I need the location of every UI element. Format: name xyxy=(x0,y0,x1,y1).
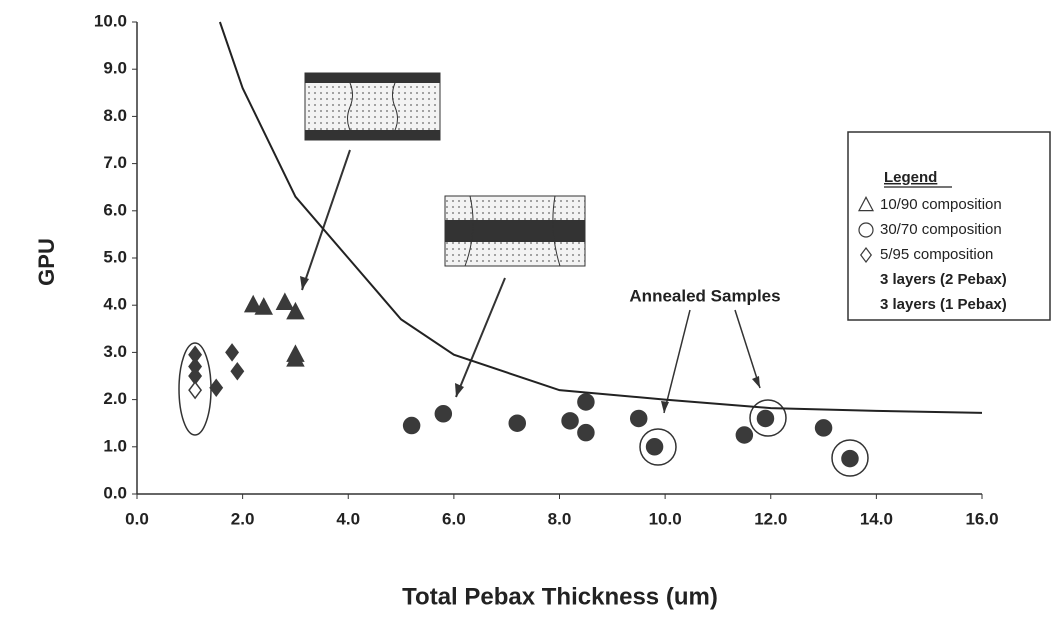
inset-diagram xyxy=(444,195,586,267)
legend-label: 10/90 composition xyxy=(880,196,1002,213)
x-tick-label: 6.0 xyxy=(442,509,466,528)
point xyxy=(841,449,859,468)
legend-symbol xyxy=(858,222,874,238)
point xyxy=(645,438,664,456)
arrow-head xyxy=(455,383,464,397)
y-tick-label: 3.0 xyxy=(103,342,127,361)
y-tick-label: 8.0 xyxy=(103,106,127,125)
fit-curve xyxy=(218,21,983,414)
y-tick-label: 0.0 xyxy=(103,483,127,502)
point xyxy=(209,378,224,398)
point xyxy=(561,412,579,430)
point xyxy=(254,297,273,315)
point xyxy=(275,292,295,310)
y-tick-label: 2.0 xyxy=(103,389,127,408)
point xyxy=(243,294,263,313)
annotation: Annealed Samples xyxy=(629,286,780,305)
legend-symbol xyxy=(858,196,874,212)
point xyxy=(756,409,775,428)
y-tick-label: 6.0 xyxy=(103,200,127,219)
x-tick-label: 2.0 xyxy=(231,509,255,528)
arrow-head xyxy=(752,376,760,388)
y-tick-label: 4.0 xyxy=(103,295,127,314)
y-tick-label: 7.0 xyxy=(103,153,127,172)
highlight-ellipse xyxy=(831,439,869,477)
y-tick-label: 5.0 xyxy=(103,247,127,266)
arrow xyxy=(455,277,506,398)
point xyxy=(225,343,240,362)
x-axis-title: Total Pebax Thickness (um) xyxy=(402,583,718,610)
legend-note: 3 layers (2 Pebax) xyxy=(880,271,1007,288)
point xyxy=(577,423,595,442)
point xyxy=(230,362,245,381)
highlight-ellipse xyxy=(639,428,677,466)
legend-title: Legend xyxy=(884,169,937,186)
arrow-head xyxy=(300,276,309,290)
x-tick-label: 8.0 xyxy=(548,509,572,528)
x-tick-label: 14.0 xyxy=(860,509,893,528)
point xyxy=(735,426,754,444)
point xyxy=(814,419,833,437)
x-tick-label: 10.0 xyxy=(649,509,682,528)
arrow xyxy=(734,309,761,389)
point xyxy=(188,380,203,400)
arrow xyxy=(301,149,351,291)
arrow-head xyxy=(661,401,669,413)
point xyxy=(508,414,526,432)
point xyxy=(402,416,421,435)
highlight-ellipse xyxy=(749,399,787,437)
arrow xyxy=(663,309,691,414)
y-tick-label: 9.0 xyxy=(103,59,127,78)
y-tick-label: 1.0 xyxy=(103,436,127,455)
legend-label: 5/95 composition xyxy=(880,246,993,263)
legend-note: 3 layers (1 Pebax) xyxy=(880,296,1007,313)
y-tick-label: 10.0 xyxy=(94,11,127,30)
point xyxy=(434,405,453,423)
x-tick-label: 16.0 xyxy=(965,509,998,528)
legend-symbol xyxy=(860,247,872,263)
point xyxy=(577,393,595,411)
point xyxy=(286,301,305,320)
x-tick-label: 4.0 xyxy=(336,509,360,528)
x-tick-label: 12.0 xyxy=(754,509,787,528)
inset-diagram xyxy=(304,72,441,141)
y-axis-title: GPU xyxy=(34,238,59,286)
legend-label: 30/70 composition xyxy=(880,221,1002,238)
x-tick-label: 0.0 xyxy=(125,509,149,528)
point xyxy=(629,409,648,428)
point xyxy=(286,349,305,367)
legend-box xyxy=(847,131,1051,321)
